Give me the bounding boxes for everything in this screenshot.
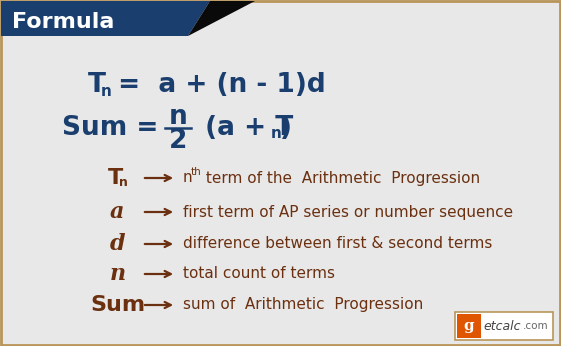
Text: sum of  Arithmetic  Progression: sum of Arithmetic Progression [183, 298, 423, 312]
Text: n: n [271, 127, 282, 142]
Text: Sum =: Sum = [62, 115, 168, 141]
Text: d: d [110, 233, 126, 255]
Text: n: n [169, 104, 187, 130]
Text: a: a [110, 201, 125, 223]
Text: T: T [108, 168, 123, 188]
Text: .com: .com [523, 321, 549, 331]
Bar [457, 314, 481, 338]
Text: n: n [110, 263, 126, 285]
Text: n: n [101, 83, 112, 99]
Text: difference between first & second terms: difference between first & second terms [183, 237, 493, 252]
Text: etcalc: etcalc [483, 319, 521, 333]
Text: g: g [464, 319, 474, 333]
Text: th: th [191, 167, 202, 177]
Polygon shape [1, 1, 210, 36]
Text: =  a + (n - 1)d: = a + (n - 1)d [109, 72, 326, 98]
Text: ): ) [280, 115, 292, 141]
Text: 2: 2 [169, 128, 187, 154]
Text: term of the  Arithmetic  Progression: term of the Arithmetic Progression [201, 171, 480, 185]
Text: total count of terms: total count of terms [183, 266, 335, 282]
Polygon shape [188, 1, 255, 36]
Text: T: T [88, 72, 106, 98]
Bar [455, 312, 553, 340]
Text: first term of AP series or number sequence: first term of AP series or number sequen… [183, 204, 513, 219]
Text: n: n [119, 176, 128, 190]
Text: n: n [183, 171, 192, 185]
Text: Formula: Formula [12, 12, 114, 32]
Text: (a + T: (a + T [196, 115, 293, 141]
Text: Sum: Sum [90, 295, 145, 315]
